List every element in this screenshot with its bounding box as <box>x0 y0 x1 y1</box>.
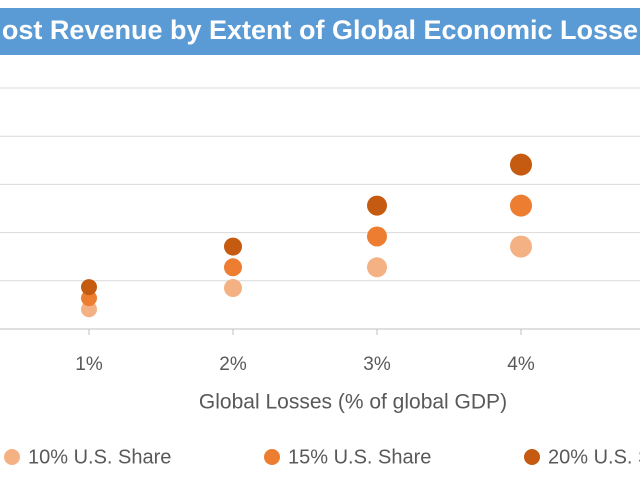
point <box>81 279 97 296</box>
x-tick-label: 4% <box>507 354 535 375</box>
legend-label: 10% U.S. Share <box>28 446 171 468</box>
x-tick-label: 3% <box>363 354 391 375</box>
point <box>81 301 97 318</box>
x-tick-label: 1% <box>75 354 103 375</box>
point <box>510 194 532 217</box>
point <box>224 279 242 298</box>
legend-label: 20% U.S. Share <box>548 446 640 468</box>
point <box>367 257 387 278</box>
legend-marker <box>264 449 280 465</box>
chart-title: ost Revenue by Extent of Global Economic… <box>2 15 638 45</box>
legend-label: 15% U.S. Share <box>288 446 431 468</box>
point <box>367 195 387 216</box>
legend-marker <box>4 449 20 465</box>
point <box>224 258 242 277</box>
legend-marker <box>524 449 540 465</box>
x-axis-label: Global Losses (% of global GDP) <box>199 391 507 414</box>
point <box>224 237 242 256</box>
point <box>510 153 532 176</box>
x-tick-label: 2% <box>219 354 247 375</box>
point <box>81 290 97 307</box>
point <box>510 235 532 258</box>
point <box>367 226 387 247</box>
title-bar <box>0 8 640 55</box>
